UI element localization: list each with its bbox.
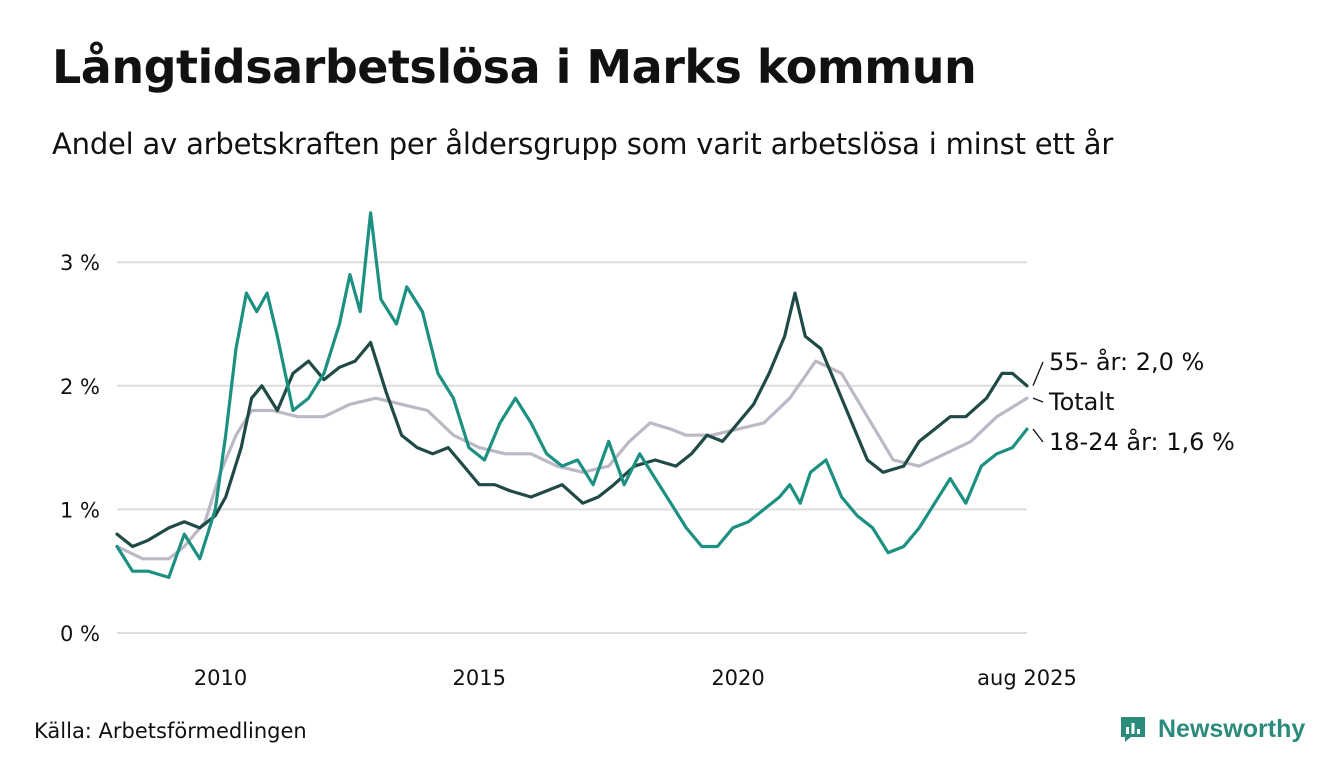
x-tick-label: 2020 <box>711 666 764 690</box>
series-line-age-55 <box>115 291 1029 549</box>
grid-lines <box>117 261 1027 634</box>
x-tick-label: 2010 <box>194 666 247 690</box>
end-labels: Totalt 55- år: 2,0 % 18-24 år: 1,6 % <box>1032 347 1235 456</box>
y-tick-label: 0 % <box>60 622 100 646</box>
end-label-age-55: 55- år: 2,0 % <box>1049 347 1204 376</box>
brand-logo[interactable]: Newsworthy <box>1118 714 1305 744</box>
x-tick-label: aug 2025 <box>977 666 1077 690</box>
source-note: Källa: Arbetsförmedlingen <box>34 719 307 743</box>
series-lines <box>115 211 1029 579</box>
end-label-total: Totalt <box>1048 388 1114 416</box>
newsworthy-logo-icon <box>1121 717 1145 742</box>
chart-title: Långtidsarbetslösa i Marks kommun <box>52 40 977 94</box>
y-tick-label: 1 % <box>60 498 100 522</box>
y-tick-label: 3 % <box>60 251 100 275</box>
brand-name: Newsworthy <box>1158 714 1306 743</box>
end-label-age-18-24: 18-24 år: 1,6 % <box>1049 427 1235 456</box>
leader-line-total <box>1032 397 1044 403</box>
x-axis-ticks: 2010 2015 2020 aug 2025 <box>194 666 1077 690</box>
leader-line-age-55 <box>1032 361 1044 387</box>
y-tick-label: 2 % <box>60 375 100 399</box>
x-tick-label: 2015 <box>453 666 506 690</box>
leader-line-age-18-24 <box>1032 428 1044 443</box>
series-line-total <box>115 359 1029 561</box>
series-line-age-18-24 <box>115 211 1029 579</box>
chart-subtitle: Andel av arbetskraften per åldersgrupp s… <box>52 127 1114 161</box>
line-chart: 0 % 1 % 2 % 3 % 2010 2015 2020 aug 2025 Totalt… <box>60 211 1235 690</box>
y-axis-ticks: 0 % 1 % 2 % 3 % <box>60 251 100 646</box>
